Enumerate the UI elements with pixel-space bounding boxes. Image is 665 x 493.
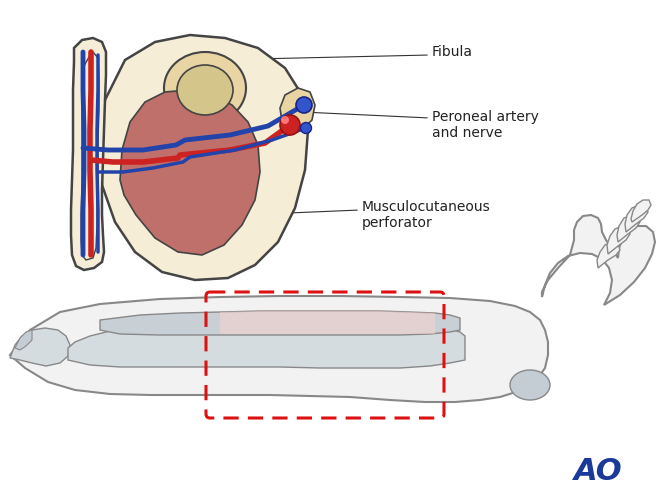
Ellipse shape xyxy=(280,115,300,135)
Polygon shape xyxy=(10,328,70,366)
Ellipse shape xyxy=(296,97,312,113)
Polygon shape xyxy=(280,88,315,132)
Polygon shape xyxy=(15,330,32,350)
Polygon shape xyxy=(617,215,640,242)
Polygon shape xyxy=(68,325,465,368)
Polygon shape xyxy=(631,200,651,222)
Text: Fibula: Fibula xyxy=(432,45,473,59)
Ellipse shape xyxy=(164,52,246,124)
Ellipse shape xyxy=(281,116,289,124)
Polygon shape xyxy=(120,90,260,255)
Polygon shape xyxy=(625,205,648,232)
Polygon shape xyxy=(607,226,630,254)
Text: AO: AO xyxy=(574,458,622,487)
Text: Peroneal artery
and nerve: Peroneal artery and nerve xyxy=(432,110,539,140)
Ellipse shape xyxy=(301,122,311,134)
Text: Musculocutaneous
perforator: Musculocutaneous perforator xyxy=(362,200,491,230)
Ellipse shape xyxy=(177,65,233,115)
Polygon shape xyxy=(71,38,106,270)
Ellipse shape xyxy=(510,370,550,400)
Polygon shape xyxy=(597,242,620,268)
Polygon shape xyxy=(542,215,655,305)
Polygon shape xyxy=(100,311,460,335)
Polygon shape xyxy=(100,35,308,280)
Polygon shape xyxy=(10,296,548,402)
Polygon shape xyxy=(220,311,435,334)
